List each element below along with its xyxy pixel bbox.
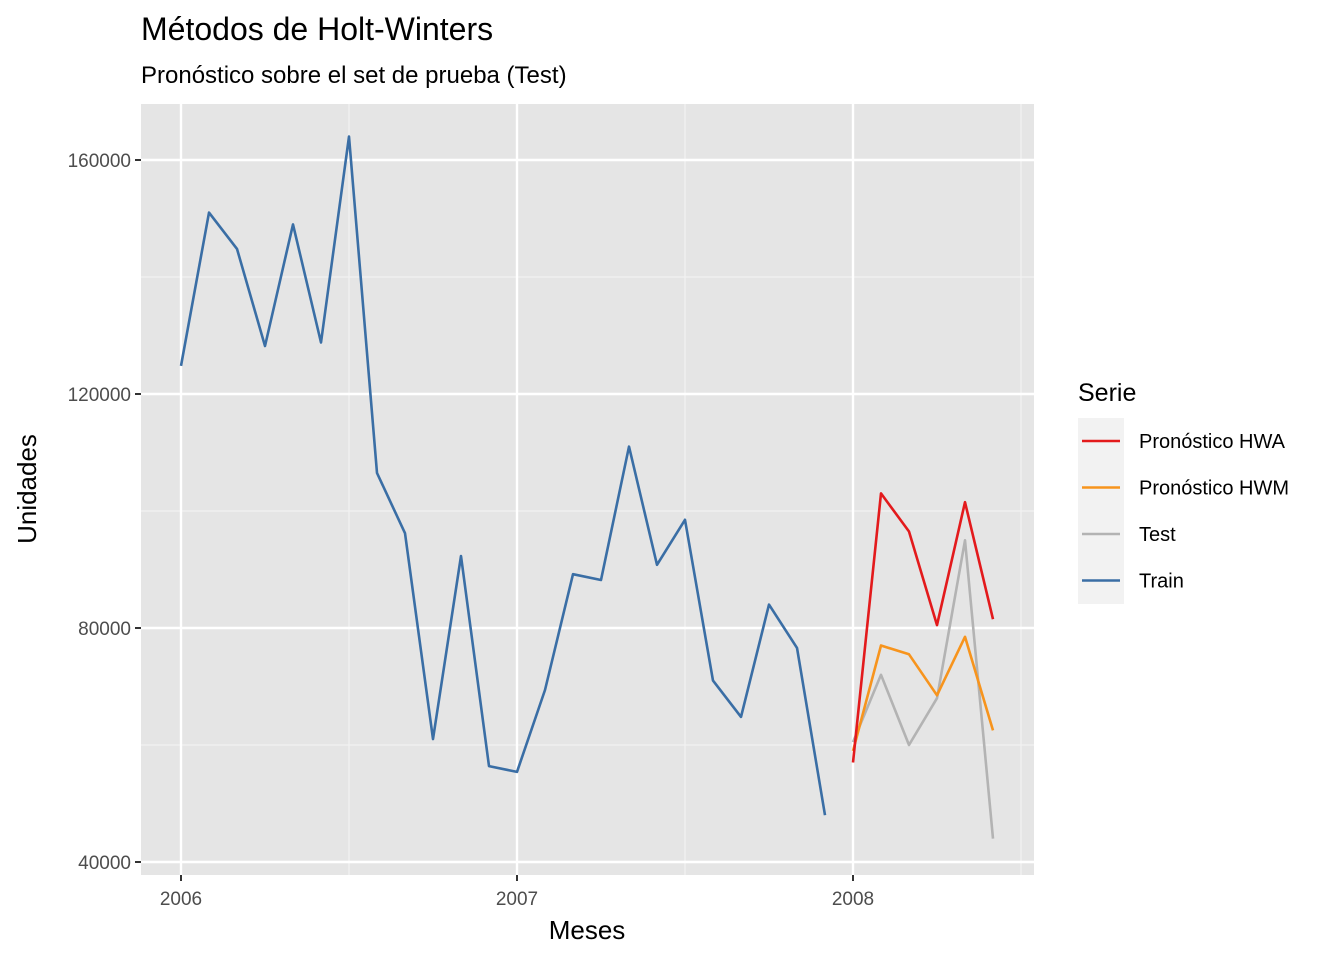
series-line-train [179,135,827,816]
y-axis-title: Unidades [12,434,42,544]
x-tick-label: 2006 [160,889,202,910]
x-tick-label: 2007 [496,889,538,910]
legend-key-background [1078,418,1124,604]
legend-label-pronostico-hwm: Pronóstico HWM [1139,478,1289,500]
y-tick-label: 120000 [68,385,131,406]
legend-label-train: Train [1139,571,1184,593]
y-tick-label: 80000 [78,619,131,640]
y-tick-label: 160000 [68,151,131,172]
minor-gridlines [141,104,1034,875]
y-tick-label: 40000 [78,853,131,874]
legend-label-pronostico-hwa: Pronóstico HWA [1139,431,1286,453]
x-axis-title: Meses [549,915,626,945]
chart-title: Métodos de Holt-Winters [141,11,493,47]
x-tick-label: 2008 [832,889,874,910]
series-line-pronostico-hwa [851,492,995,763]
series-line-test [851,538,995,839]
axis-tick-labels: 2006 2007 2008 40000 80000 120000 160000 [68,151,875,910]
series-lines [179,135,995,839]
chart-subtitle: Pronóstico sobre el set de prueba (Test) [141,62,567,89]
legend-title: Serie [1078,379,1136,407]
series-line-pronostico-hwm [851,635,995,752]
plot-panel [141,104,1034,875]
legend-label-test: Test [1139,524,1176,546]
axis-ticks [135,159,854,881]
legend: Pronóstico HWA Pronóstico HWM Test Train [1082,431,1289,593]
